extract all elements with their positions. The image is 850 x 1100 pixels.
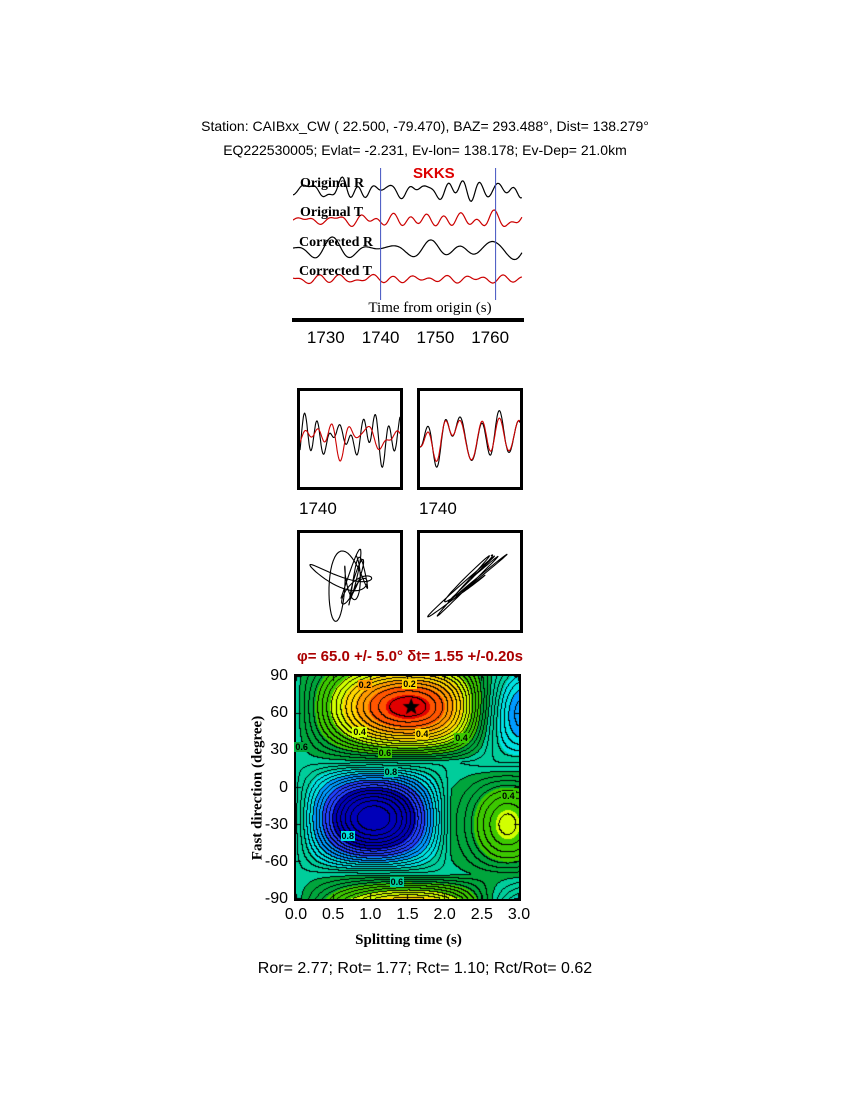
particle-motion-box-original xyxy=(297,530,403,633)
corrected-window-trace-red xyxy=(420,417,520,462)
time-axis-tick: 1760 xyxy=(471,328,510,347)
trace-line-0 xyxy=(293,176,522,202)
splitting-time-axis-label: Splitting time (s) xyxy=(355,932,462,948)
energy-ratio-results: Ror= 2.77; Rot= 1.77; Rct= 1.10; Rct/Rot… xyxy=(257,960,593,977)
contour-value-label: 0.8 xyxy=(340,831,356,842)
particle-motion-corrected-plot xyxy=(427,553,508,618)
splitting-time-tick: 1.0 xyxy=(359,906,382,923)
fast-direction-tick: -30 xyxy=(264,815,288,833)
particle-motion-original-plot xyxy=(309,548,373,622)
window-waveforms-corrected xyxy=(420,410,520,468)
time-axis-tick: 1750 xyxy=(416,328,455,347)
splitting-result-title: φ= 65.0 +/- 5.0° δt= 1.55 +/-0.20s xyxy=(297,648,523,665)
fast-direction-tick: 0 xyxy=(279,778,288,796)
waveform-traces-plot xyxy=(293,168,523,300)
trace-line-2 xyxy=(293,236,523,261)
fast-direction-tick: 30 xyxy=(270,741,288,759)
trace-label-original-r: Original R xyxy=(300,176,365,191)
contour-value-label: 0.4 xyxy=(414,729,430,740)
time-axis-line xyxy=(292,318,524,322)
splitting-time-tick: 2.5 xyxy=(470,906,493,923)
trace-label-corrected-t: Corrected T xyxy=(299,264,372,279)
window-waveforms-box-corrected xyxy=(417,388,523,490)
contour-value-label: 0.4 xyxy=(501,791,516,802)
window-waveforms-original xyxy=(300,412,400,468)
fast-direction-tick: -90 xyxy=(264,890,288,907)
contour-value-label: 0.6 xyxy=(294,741,309,752)
contour-value-label: 0.2 xyxy=(357,679,373,690)
window-trace-black xyxy=(300,412,400,468)
contour-value-label: 0.6 xyxy=(389,876,405,887)
contour-value-label: 0.6 xyxy=(377,748,393,759)
trace-label-original-t: Original T xyxy=(300,205,364,220)
fast-direction-tick: 90 xyxy=(270,667,288,684)
phase-label: SKKS xyxy=(413,165,455,182)
splitting-time-tick: 3.0 xyxy=(507,906,531,923)
splitting-time-tick: 1.5 xyxy=(396,906,419,923)
window-trace-red xyxy=(300,423,400,462)
energy-map-canvas xyxy=(294,674,521,901)
time-axis-tick: 1740 xyxy=(361,328,400,347)
window-waveforms-box-original xyxy=(297,388,403,490)
time-axis-label: Time from origin (s) xyxy=(368,300,492,316)
time-axis-tick: 1730 xyxy=(306,328,345,347)
splitting-time-tick: 0.0 xyxy=(284,906,308,923)
window-start-time-right: 1740 xyxy=(419,499,457,518)
particle-motion-box-corrected xyxy=(417,530,523,633)
fast-direction-axis-label: Fast direction (degree) xyxy=(249,715,266,861)
particle-motion-curve-original xyxy=(309,548,373,622)
contour-value-label: 0.8 xyxy=(383,766,399,777)
particle-motion-curve-corrected xyxy=(427,553,508,618)
trace-line-1 xyxy=(293,209,523,227)
station-info-line: Station: CAIBxx_CW ( 22.500, -79.470), B… xyxy=(201,118,649,134)
fast-direction-tick: -60 xyxy=(264,852,288,870)
window-start-time-left: 1740 xyxy=(299,499,337,518)
contour-value-label: 0.4 xyxy=(454,733,469,744)
fast-direction-tick: 60 xyxy=(270,704,288,722)
event-info-line: EQ222530005; Evlat= -2.231, Ev-lon= 138.… xyxy=(223,142,627,158)
splitting-time-tick: 0.5 xyxy=(322,906,345,923)
splitting-time-tick: 2.0 xyxy=(433,906,456,923)
trace-line-3 xyxy=(293,273,523,285)
trace-label-corrected-r: Corrected R xyxy=(299,235,373,250)
contour-value-label: 0.4 xyxy=(352,726,367,737)
contour-value-label: 0.2 xyxy=(402,678,417,689)
